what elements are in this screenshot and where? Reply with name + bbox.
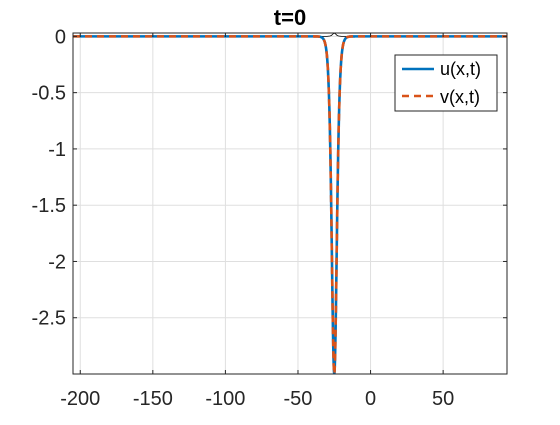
x-tick-labels: -200 -150 -100 -50 0 50	[60, 388, 454, 410]
axis-ticks	[73, 33, 507, 374]
x-tick-label: -200	[60, 388, 100, 410]
y-tick-label: -1	[48, 139, 66, 161]
y-tick-label: -0.5	[32, 83, 66, 105]
x-tick-label: -50	[284, 388, 313, 410]
grid-lines	[73, 33, 507, 374]
legend: u(x,t) v(x,t)	[394, 54, 498, 112]
y-tick-label: -1.5	[32, 195, 66, 217]
x-tick-label: -150	[133, 388, 173, 410]
legend-box	[394, 54, 498, 112]
chart-title: t=0	[274, 5, 306, 30]
y-tick-labels: 0 -0.5 -1 -1.5 -2 -2.5	[32, 26, 66, 329]
legend-label-v: v(x,t)	[440, 87, 480, 107]
y-tick-label: 0	[55, 26, 66, 48]
series-line-v	[73, 35, 507, 374]
x-tick-label: -100	[205, 388, 245, 410]
plot-area-frame	[72, 32, 508, 375]
y-tick-label: -2	[48, 251, 66, 273]
x-tick-label: 50	[432, 388, 454, 410]
x-tick-label: 0	[365, 388, 376, 410]
y-tick-label: -2.5	[32, 308, 66, 330]
legend-label-u: u(x,t)	[440, 59, 481, 79]
